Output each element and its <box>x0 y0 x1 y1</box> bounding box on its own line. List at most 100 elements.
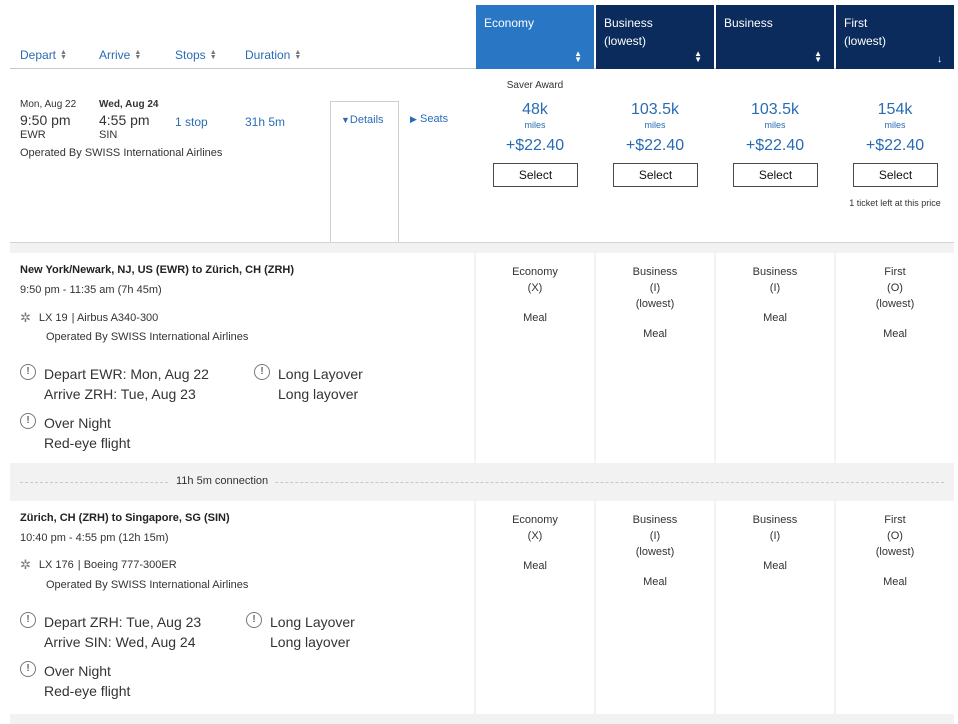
note-line: Red-eye flight <box>44 435 131 451</box>
tax-amount: +$22.40 <box>625 137 685 154</box>
cabin-code: (X) <box>527 282 543 294</box>
note-line: Depart ZRH: Tue, Aug 23 <box>44 614 202 630</box>
arrive-date: Wed, Aug 24 <box>99 99 159 110</box>
segment-1-title: New York/Newark, NJ, US (EWR) to Zürich,… <box>20 264 295 276</box>
segment-1-time: 9:50 pm - 11:35 am (7h 45m) <box>20 284 162 296</box>
meal-label: Meal <box>643 328 667 340</box>
sort-depart[interactable]: Depart ▲ ▼ <box>20 48 67 62</box>
segment-1-note-overnight: Over Night Red-eye flight <box>44 413 130 453</box>
fare-header-label: Economy <box>484 16 535 30</box>
caret-right-icon: ▶ <box>410 114 417 124</box>
miles-amount: 103.5k <box>750 101 800 118</box>
sort-arrive[interactable]: Arrive ▲ ▼ <box>99 48 141 62</box>
warning-circle-icon: ! <box>20 413 36 429</box>
fare-header-sublabel: (lowest) <box>604 34 647 48</box>
meal-label: Meal <box>883 576 907 588</box>
note-line: Over Night <box>44 663 111 679</box>
sort-duration-label: Duration <box>245 48 291 62</box>
sort-stops-label: Stops <box>175 48 206 62</box>
fare-header-economy[interactable]: Economy ▲ ▼ <box>476 5 594 69</box>
segment-1-note-depart: Depart EWR: Mon, Aug 22 Arrive ZRH: Tue,… <box>44 364 209 404</box>
sort-arrows-icon: ▲ ▼ <box>814 49 822 64</box>
price-business: 103.5k miles +$22.40 <box>730 100 820 159</box>
cabin-code: (O) <box>887 530 903 542</box>
duration-value: 31h 5m <box>245 115 286 129</box>
segment-2-note-layover: Long Layover Long layover <box>270 612 355 652</box>
warning-circle-icon: ! <box>254 364 270 380</box>
cabin-lowest: (lowest) <box>875 546 915 558</box>
price-business-lowest: 103.5k miles +$22.40 <box>610 100 700 159</box>
warning-circle-icon: ! <box>20 364 36 380</box>
seats-label: Seats <box>419 113 449 125</box>
details-label: Details <box>349 114 384 126</box>
segment-1-flight: ✲ LX 19 | Airbus A340-300 <box>20 310 158 326</box>
note-line: Depart EWR: Mon, Aug 22 <box>44 366 209 382</box>
segment-1-cabin-business-lowest: Business (I) (lowest) Meal <box>596 253 714 463</box>
note-line: Red-eye flight <box>44 683 131 699</box>
select-first-lowest-button[interactable]: Select <box>853 163 938 187</box>
cabin-name: First <box>884 266 906 278</box>
sort-stops[interactable]: Stops ▲ ▼ <box>175 48 217 62</box>
warning-circle-icon: ! <box>20 661 36 677</box>
fare-header-first-lowest[interactable]: First (lowest) ↓ <box>836 5 954 69</box>
cabin-name: First <box>884 514 906 526</box>
meal-label: Meal <box>643 576 667 588</box>
note-line: Long Layover <box>270 614 355 630</box>
cabin-lowest: (lowest) <box>635 298 675 310</box>
caret-down-icon: ▼ <box>341 115 350 125</box>
miles-unit: miles <box>524 120 546 130</box>
segment-1-cabin-first-lowest: First (O) (lowest) Meal <box>836 253 954 463</box>
aircraft-type: | Airbus A340-300 <box>71 312 159 324</box>
select-economy-button[interactable]: Select <box>493 163 578 187</box>
details-tab[interactable]: ▼Details <box>330 101 399 243</box>
sort-arrive-label: Arrive <box>99 48 131 62</box>
miles-unit: miles <box>644 120 666 130</box>
tax-amount: +$22.40 <box>505 137 565 154</box>
note-line: Arrive SIN: Wed, Aug 24 <box>44 634 196 650</box>
segment-2-note-depart: Depart ZRH: Tue, Aug 23 Arrive SIN: Wed,… <box>44 612 201 652</box>
ticket-note: 1 ticket left at this price <box>849 198 941 208</box>
meal-label: Meal <box>883 328 907 340</box>
select-business-button[interactable]: Select <box>733 163 818 187</box>
cabin-code: (I) <box>649 530 661 542</box>
select-business-lowest-button[interactable]: Select <box>613 163 698 187</box>
seats-link[interactable]: ▶ Seats <box>410 113 448 125</box>
arrive-airport: SIN <box>99 129 118 141</box>
miles-amount: 103.5k <box>630 101 680 118</box>
fare-header-sublabel: (lowest) <box>844 34 887 48</box>
segment-1-cabin-business: Business (I) Meal <box>716 253 834 463</box>
segment-2-cabin-first-lowest: First (O) (lowest) Meal <box>836 501 954 714</box>
flight-number: LX 176 <box>38 559 74 571</box>
note-line: Long layover <box>278 386 359 402</box>
stops-link[interactable]: 1 stop <box>175 115 208 129</box>
cabin-code: (I) <box>769 530 781 542</box>
meal-label: Meal <box>763 312 787 324</box>
segment-2-title: Zürich, CH (ZRH) to Singapore, SG (SIN) <box>20 512 230 524</box>
details-toggle[interactable]: ▼Details <box>341 114 384 126</box>
star-alliance-icon: ✲ <box>20 310 31 325</box>
segment-2-cabin-business-lowest: Business (I) (lowest) Meal <box>596 501 714 714</box>
segment-2-note-overnight: Over Night Red-eye flight <box>44 661 130 701</box>
segment-2-info <box>10 501 474 714</box>
cabin-name: Economy <box>512 266 558 278</box>
note-line: Long layover <box>270 634 351 650</box>
sort-down-icon: ↓ <box>937 54 942 65</box>
operated-by: Operated By SWISS International Airlines <box>20 147 223 159</box>
sort-duration[interactable]: Duration ▲ ▼ <box>245 48 301 62</box>
segment-1-info <box>10 253 474 463</box>
sort-arrows-icon: ▲ ▼ <box>60 49 67 61</box>
miles-amount: 154k <box>877 101 913 118</box>
flight-number: LX 19 <box>38 312 68 324</box>
sort-arrows-icon: ▲ ▼ <box>574 49 582 64</box>
cabin-lowest: (lowest) <box>875 298 915 310</box>
fare-header-business[interactable]: Business ▲ ▼ <box>716 5 834 69</box>
cabin-name: Business <box>752 514 798 526</box>
arrive-time: 4:55 pm <box>99 112 150 128</box>
miles-unit: miles <box>764 120 786 130</box>
fare-header-business-lowest[interactable]: Business (lowest) ▲ ▼ <box>596 5 714 69</box>
segment-2-cabin-economy: Economy (X) Meal <box>476 501 594 714</box>
cabin-name: Business <box>632 266 678 278</box>
tax-amount: +$22.40 <box>865 137 925 154</box>
segment-2-time: 10:40 pm - 4:55 pm (12h 15m) <box>20 532 169 544</box>
segment-2-operated-by: Operated By SWISS International Airlines <box>46 579 249 591</box>
